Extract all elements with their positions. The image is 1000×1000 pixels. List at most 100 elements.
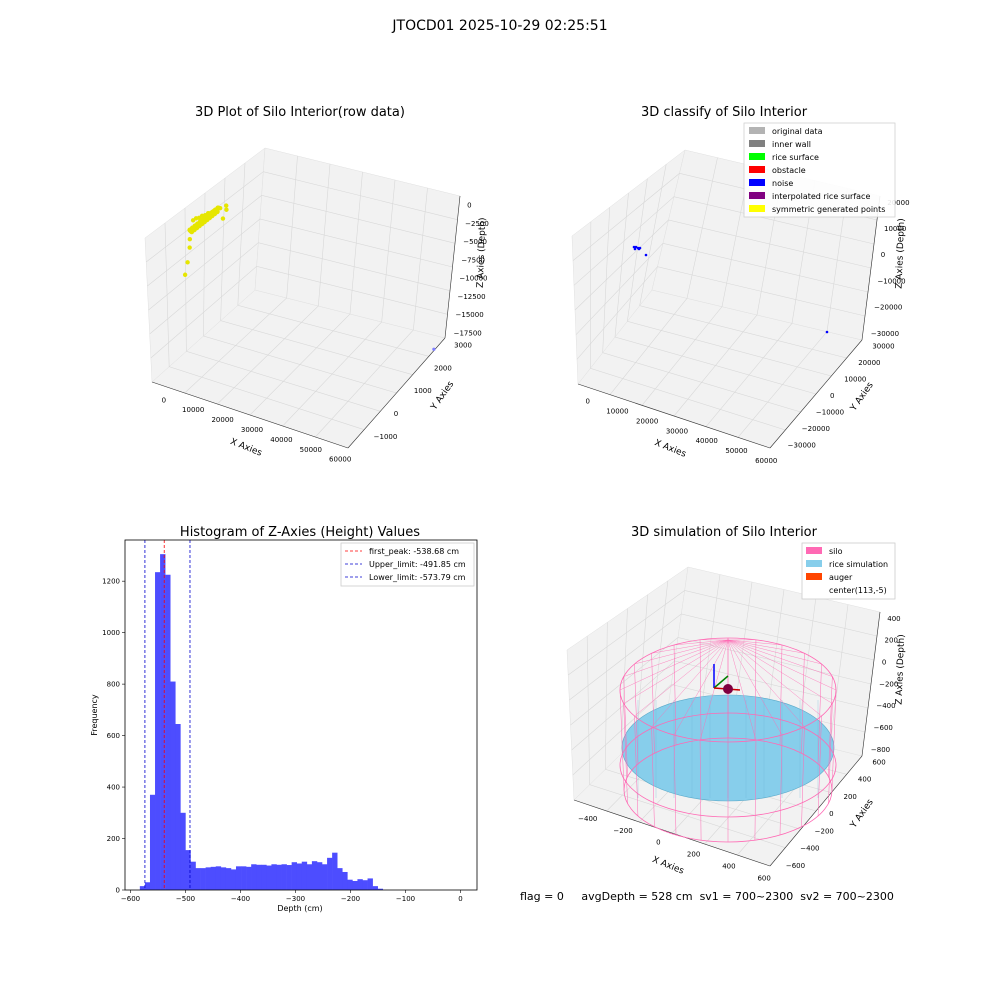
silo-wire xyxy=(779,735,783,836)
y-tick-label: 1000 xyxy=(414,387,432,395)
x-axis-label: Depth (cm) xyxy=(277,904,322,913)
hist-bar xyxy=(291,862,298,890)
hist-bar xyxy=(362,880,368,890)
hist-bar xyxy=(246,866,252,890)
y-tick-label: −30000 xyxy=(788,442,816,450)
hist-bar xyxy=(367,878,373,890)
silo-roof-wire xyxy=(727,639,757,741)
hist-bar xyxy=(155,572,161,890)
x-tick-label: 50000 xyxy=(725,447,747,455)
legend-box xyxy=(801,542,896,600)
x-axis-label: X Axies xyxy=(229,437,264,459)
x-tick-label: −300 xyxy=(286,895,305,903)
silo-wire xyxy=(651,726,655,827)
x-tick-label: 600 xyxy=(757,874,770,882)
y-axis-line xyxy=(769,339,863,449)
x-tick-label: 0 xyxy=(656,839,660,847)
silo-simulation xyxy=(619,637,837,843)
hist-bar xyxy=(281,864,287,890)
hist-bar xyxy=(261,864,267,890)
silo-wire xyxy=(817,663,822,765)
data-point xyxy=(182,272,188,277)
z-axis-label: Z Axies (Depth) xyxy=(895,634,907,705)
legend-classify: original data inner wall rice surface obsta… xyxy=(743,122,896,218)
hist-bar xyxy=(357,879,363,890)
subplot-title: 3D simulation of Silo Interior xyxy=(631,525,818,540)
silo-roof-wire xyxy=(727,639,783,646)
z-tick-label: −12500 xyxy=(457,293,485,301)
silo-roof-wire xyxy=(727,639,833,677)
grid-line xyxy=(569,613,875,701)
legend-label: center(113,-5) xyxy=(829,586,887,595)
legend-label: auger xyxy=(829,573,853,582)
legend-swatch xyxy=(806,560,822,567)
plot-frame xyxy=(124,539,478,891)
y-tick-label: −600 xyxy=(786,862,805,870)
hist-bar xyxy=(225,868,232,890)
hist-bar xyxy=(276,864,282,890)
z-tick-label: −20000 xyxy=(874,304,902,312)
legend-swatch xyxy=(749,192,765,199)
x-tick-label: 0 xyxy=(162,396,166,404)
legend-label: rice simulation xyxy=(829,560,888,569)
hist-bar xyxy=(311,861,318,890)
histogram: −600 −500 −400 −300 −200 −100 0 0 200 400 600 800 10… xyxy=(90,539,478,913)
hist-bar xyxy=(175,724,181,890)
legend-swatch xyxy=(806,547,822,554)
z-tick-label: −800 xyxy=(871,746,890,754)
data-point xyxy=(825,330,829,334)
legend-label: obstacle xyxy=(772,166,806,175)
hist-bar xyxy=(185,850,191,890)
y-tick-label: 3000 xyxy=(454,342,472,350)
x-tick-label: 50000 xyxy=(300,446,322,454)
hist-bar xyxy=(327,857,333,890)
hist-bar xyxy=(271,864,277,890)
hist-bar xyxy=(160,554,166,890)
x-tick-label: 30000 xyxy=(241,426,263,434)
y-tick-label: 10000 xyxy=(844,375,866,383)
z-tick-label: 10000 xyxy=(884,225,906,233)
z-tick-label: 200 xyxy=(885,637,898,645)
silo-wire xyxy=(699,639,702,740)
legend-swatch xyxy=(749,166,765,173)
y-axis-label: Y Axies xyxy=(848,797,876,830)
data-point xyxy=(220,216,226,221)
x-tick-label: −600 xyxy=(121,895,140,903)
hist-bar xyxy=(235,866,242,890)
legend-swatch xyxy=(749,153,765,160)
x-tick-label: 30000 xyxy=(666,427,688,435)
y-tick-label: 200 xyxy=(843,793,856,801)
hist-bar xyxy=(316,862,323,890)
sv1-text: sv1 = 700~2300 xyxy=(699,890,794,903)
z-axis-line xyxy=(444,195,461,339)
y-tick-label: 0 xyxy=(116,887,120,895)
x-tick-label: −200 xyxy=(341,895,360,903)
hist-bar xyxy=(306,864,313,890)
data-point xyxy=(633,247,637,251)
silo-wire xyxy=(801,726,805,827)
hist-bar xyxy=(342,871,348,890)
x-tick-label: 10000 xyxy=(182,406,204,414)
z-tick-label: −600 xyxy=(874,724,893,732)
silo-wire xyxy=(831,689,837,791)
silo-wire xyxy=(828,676,833,777)
x-tick-label: −500 xyxy=(176,895,195,903)
legend-label: inner wall xyxy=(772,140,811,149)
hist-bar xyxy=(230,869,237,890)
y-axis-line xyxy=(347,337,446,449)
y-tick-label: 400 xyxy=(107,784,120,792)
silo-roof-wire xyxy=(727,639,805,654)
silo-wire xyxy=(801,653,805,754)
x-tick-label: −400 xyxy=(231,895,250,903)
silo-wire xyxy=(623,676,628,777)
z-tick-label: 0 xyxy=(467,202,471,210)
silo-roof-wire xyxy=(634,639,729,665)
y-axis-label: Frequency xyxy=(90,694,99,736)
silo-roof-wire xyxy=(727,639,822,665)
x-tick-label: 400 xyxy=(722,862,735,870)
hist-bar xyxy=(301,861,308,890)
hist-bar xyxy=(251,864,257,890)
z-tick-label: −10000 xyxy=(877,277,905,285)
hist-bar xyxy=(322,864,328,890)
